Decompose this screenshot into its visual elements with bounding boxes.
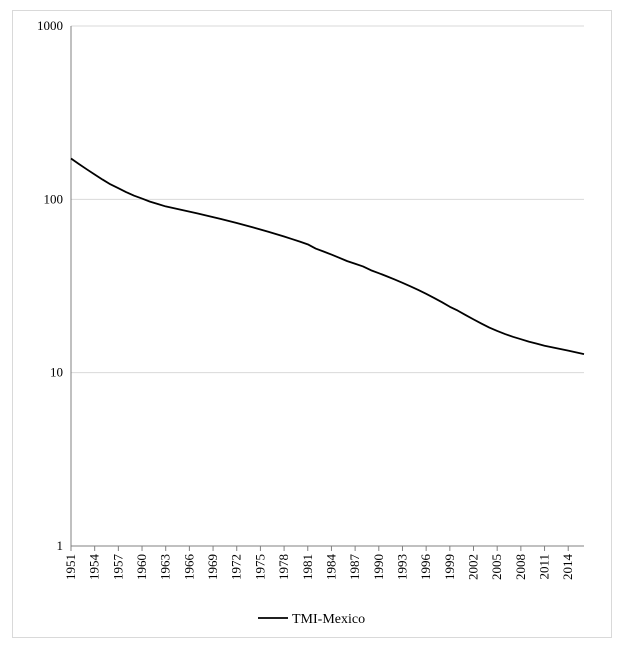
legend-label: TMI-Mexico [292, 612, 365, 627]
x-tick-label: 1957 [110, 554, 125, 581]
x-tick-label: 1969 [205, 554, 220, 580]
x-tick-label: 1972 [229, 554, 244, 580]
x-tick-label: 1984 [323, 554, 338, 581]
x-tick-label: 1996 [418, 554, 433, 581]
x-tick-label: 1960 [134, 554, 149, 580]
y-tick-label: 1 [57, 538, 64, 553]
x-tick-label: 2011 [537, 554, 552, 580]
series-line-tmi-mexico [70, 157, 585, 355]
y-tick-label: 1000 [37, 18, 63, 33]
x-tick-label: 1975 [252, 554, 267, 580]
x-tick-label: 1993 [394, 554, 409, 580]
x-tick-label: 1987 [347, 554, 362, 581]
x-tick-label: 2002 [466, 554, 481, 580]
x-tick-label: 1966 [181, 554, 196, 581]
x-tick-label: 2014 [560, 554, 575, 581]
y-tick-label: 100 [44, 191, 64, 206]
x-tick-label: 1990 [371, 554, 386, 580]
x-tick-label: 1954 [87, 554, 102, 581]
x-tick-label: 2008 [513, 554, 528, 580]
x-tick-label: 2005 [489, 554, 504, 580]
y-tick-label: 10 [50, 365, 63, 380]
x-tick-label: 1999 [442, 554, 457, 580]
x-tick-label: 1978 [276, 554, 291, 580]
x-tick-label: 1981 [300, 554, 315, 580]
x-tick-label: 1951 [63, 554, 78, 580]
x-tick-label: 1963 [158, 554, 173, 580]
chart-frame [12, 10, 612, 638]
